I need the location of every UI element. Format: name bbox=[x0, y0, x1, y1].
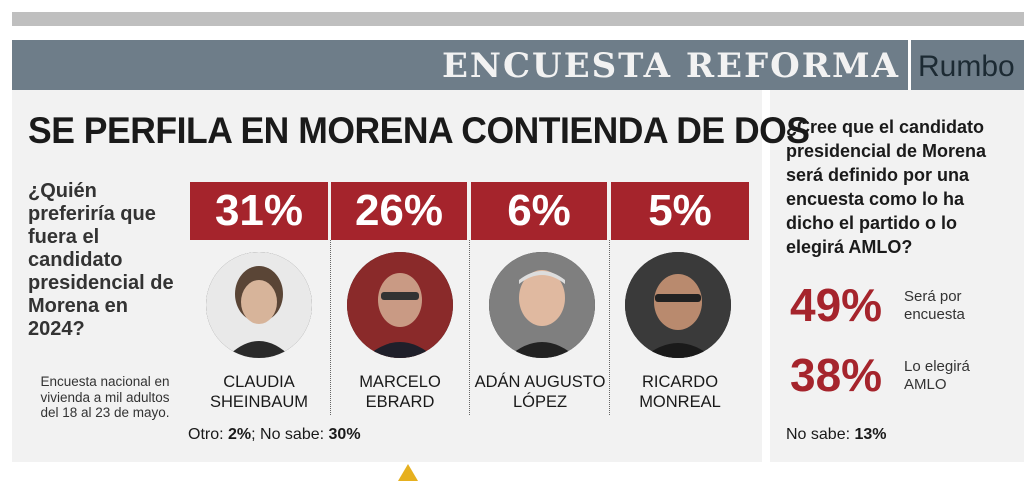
portrait-icon bbox=[206, 252, 312, 358]
candidate-portrait bbox=[625, 252, 731, 358]
header-title: ENCUESTA REFORMA bbox=[442, 46, 901, 86]
top-rule bbox=[12, 12, 1024, 26]
candidate-portrait bbox=[489, 252, 595, 358]
candidate-first-name: CLAUDIA bbox=[223, 373, 295, 391]
candidate-last-name: EBRARD bbox=[365, 393, 435, 411]
side-nosabe: No sabe: 13% bbox=[786, 426, 887, 444]
side-nosabe-label: No sabe: bbox=[786, 426, 851, 443]
candidate-portrait bbox=[347, 252, 453, 358]
candidate-last-name: SHEINBAUM bbox=[209, 393, 309, 411]
survey-question: ¿Quién preferiría que fuera el candidato… bbox=[28, 180, 174, 340]
candidate-name: MARCELO EBRARD bbox=[330, 372, 470, 412]
panel-divider bbox=[762, 90, 770, 462]
candidate-portrait bbox=[206, 252, 312, 358]
candidate-name: ADÁN AUGUSTO LÓPEZ bbox=[470, 372, 610, 412]
portrait-icon bbox=[625, 252, 731, 358]
portrait-icon bbox=[347, 252, 453, 358]
candidate-last-name: LÓPEZ bbox=[512, 393, 568, 411]
side-panel bbox=[770, 90, 1024, 462]
candidate-first-name: ADÁN AUGUSTO bbox=[474, 373, 606, 391]
answer-pct: 49% bbox=[790, 279, 883, 331]
cursor-arrow-icon bbox=[398, 464, 418, 481]
column-divider bbox=[609, 240, 610, 415]
headline: SE PERFILA EN MORENA CONTIENDA DE DOS bbox=[28, 110, 810, 151]
candidate-pct-box: 31% bbox=[190, 182, 328, 240]
candidate-pct-box: 6% bbox=[471, 182, 607, 240]
candidate-pct-box: 5% bbox=[611, 182, 749, 240]
methodology-note: Encuesta nacional en vivienda a mil adul… bbox=[40, 374, 170, 420]
nosabe-value: 30% bbox=[328, 426, 361, 443]
otro-value: 2% bbox=[228, 426, 252, 443]
side-nosabe-value: 13% bbox=[854, 426, 887, 443]
answer-pct: 38% bbox=[790, 349, 883, 401]
candidate-pct-box: 26% bbox=[331, 182, 467, 240]
column-divider bbox=[469, 240, 470, 415]
column-divider bbox=[330, 240, 331, 415]
answer-label: Lo elegirá AMLO bbox=[904, 358, 970, 393]
otro-label: Otro: bbox=[188, 426, 224, 443]
candidate-name: RICARDO MONREAL bbox=[610, 372, 750, 412]
header-separator bbox=[908, 40, 911, 90]
other-responses: Otro: 2%; No sabe: 30% bbox=[188, 426, 361, 444]
section-header bbox=[12, 40, 1024, 90]
header-section: Rumbo bbox=[918, 50, 1015, 83]
candidate-last-name: MONREAL bbox=[639, 393, 721, 411]
nosabe-label: ; No sabe: bbox=[251, 426, 325, 443]
candidate-name: CLAUDIA SHEINBAUM bbox=[189, 372, 329, 412]
side-question: ¿Cree que el candidato presidencial de M… bbox=[786, 117, 987, 257]
candidate-first-name: RICARDO bbox=[641, 373, 719, 391]
candidate-first-name: MARCELO bbox=[359, 373, 441, 391]
portrait-icon bbox=[489, 252, 595, 358]
answer-label: Será por encuesta bbox=[904, 288, 965, 323]
